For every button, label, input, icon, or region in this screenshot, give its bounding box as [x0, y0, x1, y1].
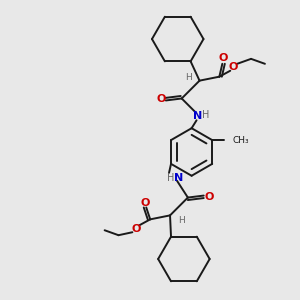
Text: H: H	[202, 110, 209, 120]
Text: H: H	[178, 216, 185, 225]
Text: H: H	[167, 173, 175, 183]
Text: N: N	[174, 173, 184, 183]
Text: O: O	[229, 62, 238, 72]
Text: N: N	[193, 111, 202, 121]
Text: O: O	[219, 53, 228, 63]
Text: CH₃: CH₃	[232, 136, 249, 145]
Text: H: H	[185, 73, 192, 82]
Text: O: O	[132, 224, 141, 234]
Text: O: O	[141, 197, 150, 208]
Text: O: O	[205, 192, 214, 202]
Text: O: O	[156, 94, 166, 104]
